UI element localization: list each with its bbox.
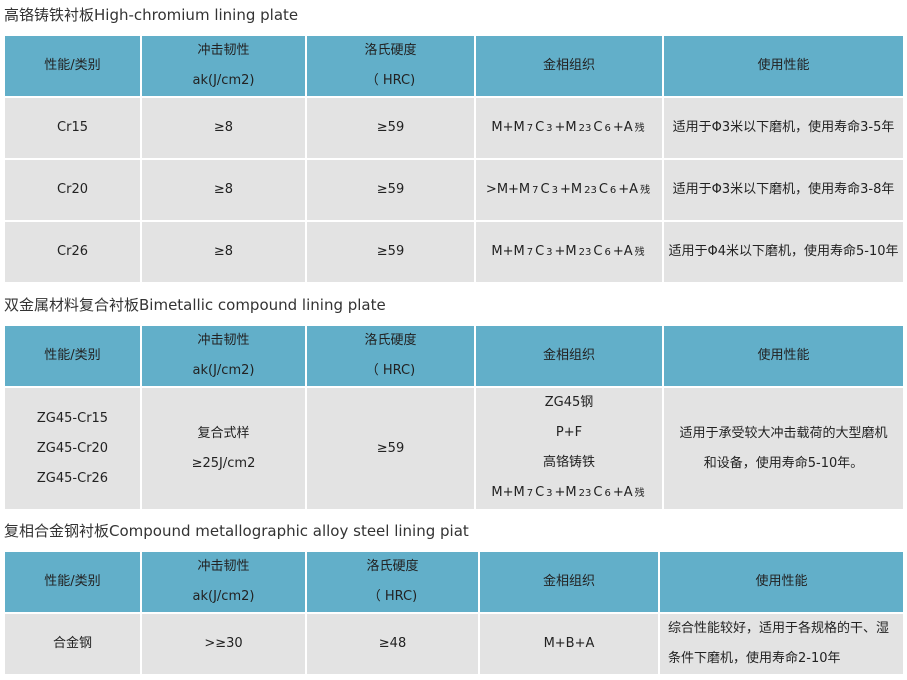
formula-subscript: 3 (546, 122, 553, 134)
header-label: 洛氏硬度 (366, 559, 419, 574)
toughness-line: 复合式样 (197, 425, 250, 441)
cell-hardness: ≥59 (307, 222, 474, 282)
structure-line: M+M 7 C 3 +M 23 C 6 +A 残 (491, 485, 645, 500)
header-structure: 金相组织 (476, 326, 662, 386)
header-unit: ak(J/cm2) (192, 589, 255, 604)
formula-subscript: 6 (604, 488, 611, 499)
cell-toughness: 复合式样 ≥25J/cm2 (142, 388, 305, 509)
spec-table: 性能/类别 冲击韧性 ak(J/cm2) 洛氏硬度 （ HRC) 金相组织 使用性能… (3, 324, 905, 511)
cell-use: 适用于Φ3米以下磨机，使用寿命3-5年 (664, 98, 903, 158)
table-header-row: 性能/类别 冲击韧性 ak(J/cm2) 洛氏硬度 （ HRC) 金相组织 使用性能 (5, 552, 903, 612)
table-row: ZG45-Cr15 ZG45-Cr20 ZG45-Cr26 复合式样 ≥25J/… (5, 388, 903, 509)
header-use: 使用性能 (660, 552, 903, 612)
cell-type: Cr15 (5, 98, 140, 158)
formula-subscript: 23 (578, 488, 592, 499)
header-label: 洛氏硬度 (364, 43, 417, 58)
cell-use: 适用于承受较大冲击载荷的大型磨机和设备，使用寿命5-10年。 (664, 388, 903, 509)
formula-subscript: 7 (526, 488, 534, 499)
structure-line: 高铬铸铁 (542, 455, 595, 470)
section-title: 高铬铸铁衬板High-chromium lining plate (4, 6, 299, 24)
cell-use: 适用于Φ3米以下磨机，使用寿命3-8年 (664, 160, 903, 220)
cell-type: Cr20 (5, 160, 140, 220)
table-header-row: 性能/类别 冲击韧性 ak(J/cm2) 洛氏硬度 （ HRC) 金相组织 使用性能 (5, 326, 903, 386)
header-use: 使用性能 (664, 326, 903, 386)
formula-subscript: 6 (604, 246, 611, 258)
formula-subscript: 23 (578, 122, 592, 134)
cell-toughness: >≥30 (142, 614, 305, 674)
header-structure: 金相组织 (476, 36, 662, 96)
cell-use: 适用于Φ4米以下磨机，使用寿命5-10年 (664, 222, 903, 282)
cell-hardness: ≥59 (307, 160, 474, 220)
header-hardness: 洛氏硬度 （ HRC) (307, 326, 474, 386)
header-type: 性能/类别 (5, 326, 140, 386)
header-hardness: 洛氏硬度 （ HRC) (307, 36, 474, 96)
table-row: Cr26 ≥8 ≥59 M+M 7 C 3 +M 23 C 6 +A 残 适用于Φ4米以下磨机，使… (5, 222, 903, 282)
cell-structure: >M+M 7 C 3 +M 23 C 6 +A 残 (476, 160, 662, 220)
formula-subscript: 残 (634, 488, 645, 499)
cell-structure: ZG45钢 P+F 高铬铸铁 M+M 7 C 3 +M 23 C 6 +A 残 (476, 388, 662, 509)
header-unit: （ HRC) (365, 363, 416, 378)
header-structure: 金相组织 (480, 552, 658, 612)
formula-subscript: 残 (634, 122, 645, 134)
header-toughness: 冲击韧性 ak(J/cm2) (142, 552, 305, 612)
header-unit: ak(J/cm2) (192, 73, 255, 88)
cell-structure: M+M 7 C 3 +M 23 C 6 +A 残 (476, 222, 662, 282)
cell-hardness: ≥59 (307, 98, 474, 158)
formula-subscript: 6 (604, 122, 611, 134)
type-line: ZG45-Cr15 (36, 410, 109, 426)
cell-toughness: ≥8 (142, 98, 305, 158)
formula-subscript: 3 (546, 488, 553, 499)
header-label: 洛氏硬度 (364, 333, 417, 348)
cell-structure: M+B+A (480, 614, 658, 674)
cell-hardness: ≥59 (307, 388, 474, 509)
formula-subscript: 7 (526, 246, 534, 258)
header-toughness: 冲击韧性 ak(J/cm2) (142, 326, 305, 386)
header-label: 冲击韧性 (197, 43, 250, 58)
header-toughness: 冲击韧性 ak(J/cm2) (142, 36, 305, 96)
cell-type: ZG45-Cr15 ZG45-Cr20 ZG45-Cr26 (5, 388, 140, 509)
header-use: 使用性能 (664, 36, 903, 96)
formula-subscript: 23 (578, 246, 592, 258)
header-type: 性能/类别 (5, 36, 140, 96)
formula-subscript: 残 (634, 246, 645, 258)
section-title: 复相合金钢衬板Compound metallographic alloy ste… (4, 522, 469, 540)
spec-table: 性能/类别 冲击韧性 ak(J/cm2) 洛氏硬度 （ HRC) 金相组织 使用性能… (3, 550, 905, 676)
formula-subscript: 6 (609, 184, 617, 196)
type-line: ZG45-Cr20 (36, 440, 109, 456)
table-row: 合金钢 >≥30 ≥48 M+B+A 综合性能较好，适用于各规格的干、湿条件下磨… (5, 614, 903, 674)
formula-subscript: 残 (640, 184, 651, 196)
table-header-row: 性能/类别 冲击韧性 ak(J/cm2) 洛氏硬度 （ HRC) 金相组织 使用性能 (5, 36, 903, 96)
cell-use: 综合性能较好，适用于各规格的干、湿条件下磨机，使用寿命2-10年 (660, 614, 903, 674)
table-row: Cr20 ≥8 ≥59 >M+M 7 C 3 +M 23 C 6 +A 残 适用于Φ3米以下磨机，… (5, 160, 903, 220)
section-title: 双金属材料复合衬板Bimetallic compound lining plat… (4, 296, 386, 314)
formula-subscript: 7 (532, 184, 539, 196)
header-hardness: 洛氏硬度 （ HRC) (307, 552, 478, 612)
cell-structure: M+M 7 C 3 +M 23 C 6 +A 残 (476, 98, 662, 158)
cell-toughness: ≥8 (142, 222, 305, 282)
header-unit: （ HRC) (365, 73, 416, 88)
formula-subscript: 3 (546, 246, 553, 258)
header-unit: （ HRC) (367, 589, 418, 604)
formula-subscript: 23 (584, 184, 597, 196)
structure-line: ZG45钢 (544, 395, 594, 410)
type-line: ZG45-Cr26 (36, 470, 109, 486)
formula-subscript: 3 (551, 184, 558, 196)
cell-type: Cr26 (5, 222, 140, 282)
header-type: 性能/类别 (5, 552, 140, 612)
formula-subscript: 7 (526, 122, 534, 134)
cell-toughness: ≥8 (142, 160, 305, 220)
header-unit: ak(J/cm2) (192, 363, 255, 378)
table-row: Cr15 ≥8 ≥59 M+M 7 C 3 +M 23 C 6 +A 残 适用于Φ3米以下磨机，使… (5, 98, 903, 158)
toughness-line: ≥25J/cm2 (191, 455, 256, 471)
spec-table: 性能/类别 冲击韧性 ak(J/cm2) 洛氏硬度 （ HRC) 金相组织 使用性能… (3, 34, 905, 284)
cell-type: 合金钢 (5, 614, 140, 674)
header-label: 冲击韧性 (197, 559, 250, 574)
structure-line: P+F (555, 425, 583, 440)
header-label: 冲击韧性 (197, 333, 250, 348)
cell-hardness: ≥48 (307, 614, 478, 674)
